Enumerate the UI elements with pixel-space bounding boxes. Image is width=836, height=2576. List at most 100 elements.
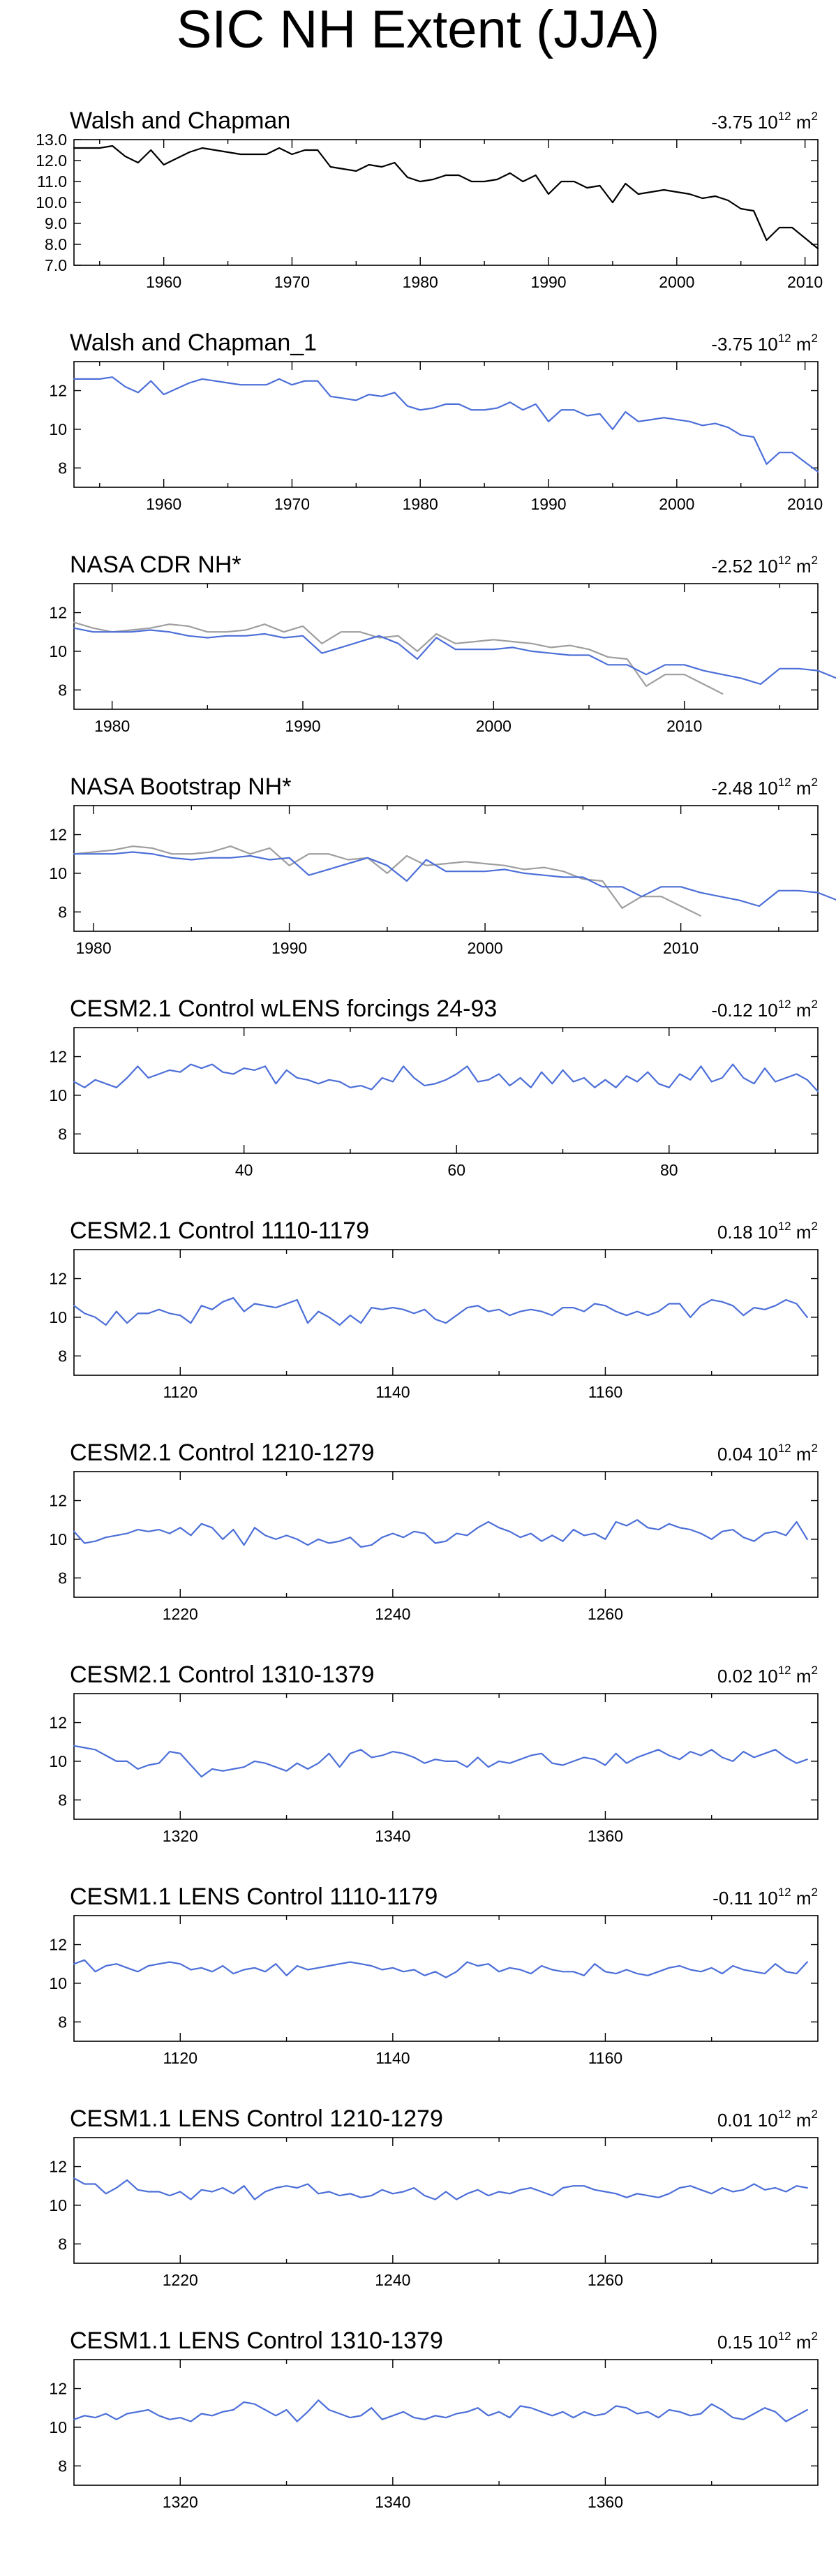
y-tick-label: 10 <box>49 1086 67 1104</box>
trend-unit: m <box>791 334 812 355</box>
trend-number: -3.75 10 <box>711 334 777 355</box>
series-line-1 <box>73 2177 808 2200</box>
trend-unit: m <box>791 1666 812 1687</box>
x-tick-label: 1160 <box>588 2049 622 2067</box>
panel-title: NASA Bootstrap NH* <box>70 773 291 800</box>
x-tick-label: 1260 <box>588 1605 623 1623</box>
chart-panel-4: NASA Bootstrap NH* -2.48 1012 m2810121980… <box>49 773 836 957</box>
plot-frame <box>73 361 819 488</box>
y-tick-label: 10 <box>49 2418 67 2436</box>
y-tick-label: 8 <box>58 1347 67 1365</box>
x-tick-label: 1960 <box>146 273 181 291</box>
trend-value: 0.02 1012 m2 <box>717 1664 818 1687</box>
x-tick-label: 1990 <box>285 717 320 735</box>
trend-number: 0.04 10 <box>717 1444 778 1465</box>
y-tick-label: 12.0 <box>36 151 67 170</box>
plot-frame <box>73 139 819 266</box>
trend-number: 0.15 10 <box>717 2332 778 2353</box>
x-tick-label: 1220 <box>163 2271 198 2289</box>
x-tick-label: 1980 <box>75 939 111 957</box>
trend-unit: m <box>791 1000 812 1021</box>
trend-exponent: 2 <box>812 1664 818 1677</box>
chart-panel-8: CESM2.1 Control 1310-1379 0.02 1012 m2810… <box>49 1661 819 1845</box>
x-tick-label: 1960 <box>146 495 181 513</box>
panel-title: CESM2.1 Control wLENS forcings 24-93 <box>70 995 497 1022</box>
series-line-2 <box>73 627 836 686</box>
x-tick-label: 1260 <box>588 2271 623 2289</box>
panel-title: CESM1.1 LENS Control 1310-1379 <box>70 2327 443 2354</box>
x-tick-label: 1970 <box>274 273 310 291</box>
series-line-1 <box>73 2399 808 2422</box>
series-line-1 <box>73 1959 808 1978</box>
y-tick-label: 12 <box>49 1270 67 1288</box>
trend-exponent: 2 <box>812 554 818 567</box>
trend-exponent: 2 <box>812 1442 818 1455</box>
trend-exponent: 2 <box>812 1220 818 1233</box>
trend-value: 0.15 1012 m2 <box>717 2330 818 2353</box>
y-tick-label: 10 <box>49 420 67 438</box>
trend-exponent: 12 <box>778 1442 791 1455</box>
x-tick-label: 2010 <box>663 939 699 957</box>
y-tick-label: 10 <box>49 642 67 660</box>
plot-frame <box>73 1471 819 1598</box>
x-tick-label: 1140 <box>375 2049 410 2067</box>
trend-exponent: 12 <box>778 1664 791 1677</box>
x-tick-label: 2000 <box>476 717 512 735</box>
y-tick-label: 12 <box>49 604 67 622</box>
trend-exponent: 2 <box>812 1886 818 1899</box>
y-tick-label: 8 <box>58 1791 67 1809</box>
x-tick-label: 1990 <box>530 495 566 513</box>
trend-number: 0.18 10 <box>717 1222 778 1243</box>
plot-frame <box>73 1027 819 1154</box>
trend-unit: m <box>791 556 812 577</box>
y-tick-label: 8 <box>58 903 67 921</box>
trend-value: -0.12 1012 m2 <box>711 998 818 1021</box>
plot-frame <box>73 805 819 932</box>
x-tick-label: 2010 <box>787 273 823 291</box>
y-tick-label: 11.0 <box>37 172 67 191</box>
x-tick-label: 2000 <box>659 273 694 291</box>
x-tick-label: 80 <box>660 1161 678 1179</box>
y-tick-label: 12 <box>49 1936 67 1954</box>
chart-panel-7: CESM2.1 Control 1210-1279 0.04 1012 m2810… <box>49 1439 819 1623</box>
trend-unit: m <box>791 112 812 133</box>
trend-exponent: 2 <box>812 2108 818 2121</box>
plot-frame <box>73 1249 819 1376</box>
trend-exponent: 12 <box>778 332 791 345</box>
y-tick-label: 12 <box>49 382 67 400</box>
trend-exponent: 2 <box>812 998 818 1011</box>
x-tick-label: 1340 <box>375 2493 410 2511</box>
chart-panel-2: Walsh and Chapman_1 -3.75 1012 m281012196… <box>49 330 823 513</box>
plot-frame <box>73 1915 819 2042</box>
y-tick-label: 12 <box>49 1492 67 1510</box>
trend-number: 0.02 10 <box>717 1666 778 1687</box>
x-tick-label: 1160 <box>588 1383 622 1401</box>
y-tick-label: 8 <box>58 2013 67 2031</box>
trend-unit: m <box>791 1888 812 1909</box>
y-tick-label: 9.0 <box>45 214 67 232</box>
y-tick-label: 10.0 <box>36 193 67 212</box>
series-line-2 <box>73 851 836 908</box>
series-line-1 <box>73 376 819 473</box>
chart-panels: Walsh and Chapman -3.75 1012 m27.08.09.01… <box>36 108 836 2511</box>
y-tick-label: 13.0 <box>36 131 67 149</box>
plot-frame <box>73 583 819 710</box>
trend-exponent: 12 <box>778 110 791 123</box>
y-tick-label: 10 <box>49 864 67 882</box>
trend-exponent: 2 <box>812 110 818 123</box>
trend-value: -3.75 1012 m2 <box>711 110 818 133</box>
trend-unit: m <box>791 2332 812 2353</box>
x-tick-label: 1320 <box>163 2493 198 2511</box>
y-tick-label: 10 <box>49 1530 67 1548</box>
x-tick-label: 1990 <box>530 273 566 291</box>
trend-value: -0.11 1012 m2 <box>712 1886 818 1909</box>
trend-exponent: 12 <box>778 554 791 567</box>
x-tick-label: 1240 <box>375 2271 410 2289</box>
panel-title: NASA CDR NH* <box>70 552 241 578</box>
trend-exponent: 12 <box>778 776 791 789</box>
y-tick-label: 8 <box>58 2235 67 2253</box>
trend-value: -3.75 1012 m2 <box>711 332 818 355</box>
y-tick-label: 12 <box>49 826 67 844</box>
chart-panel-6: CESM2.1 Control 1110-1179 0.18 1012 m2810… <box>49 1217 819 1401</box>
